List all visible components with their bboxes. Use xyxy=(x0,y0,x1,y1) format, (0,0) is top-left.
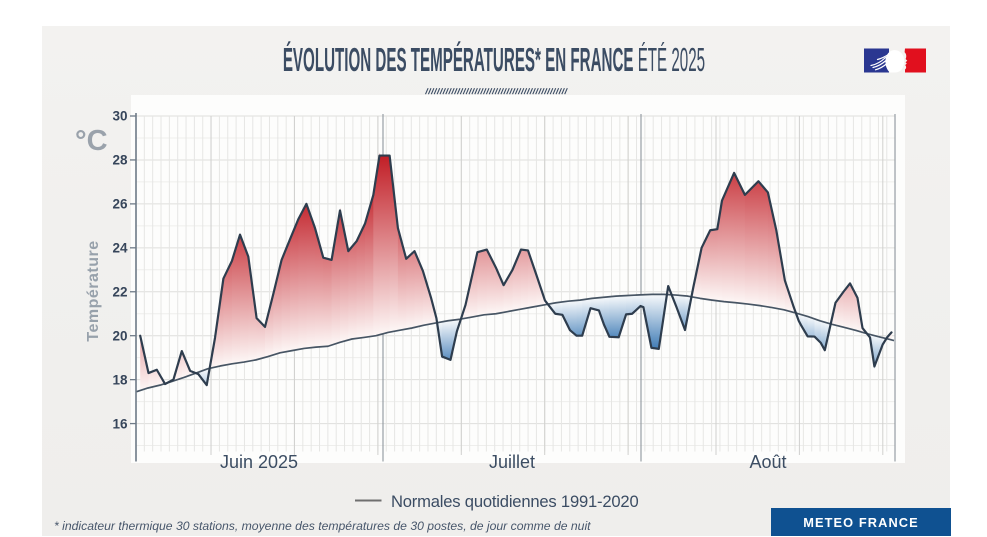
svg-text:18: 18 xyxy=(112,372,128,387)
svg-text:26: 26 xyxy=(112,197,128,212)
svg-text:Juin 2025: Juin 2025 xyxy=(220,452,298,472)
svg-text:Juillet: Juillet xyxy=(489,452,535,472)
svg-text:Août: Août xyxy=(749,452,786,472)
svg-text:30: 30 xyxy=(112,109,127,124)
svg-text:16: 16 xyxy=(112,416,128,431)
svg-text:28: 28 xyxy=(112,153,128,168)
svg-text:Température: Température xyxy=(85,240,102,341)
svg-text:°C: °C xyxy=(75,125,108,157)
svg-text:20: 20 xyxy=(112,328,127,343)
svg-text:24: 24 xyxy=(112,241,128,256)
svg-text:22: 22 xyxy=(112,285,127,300)
